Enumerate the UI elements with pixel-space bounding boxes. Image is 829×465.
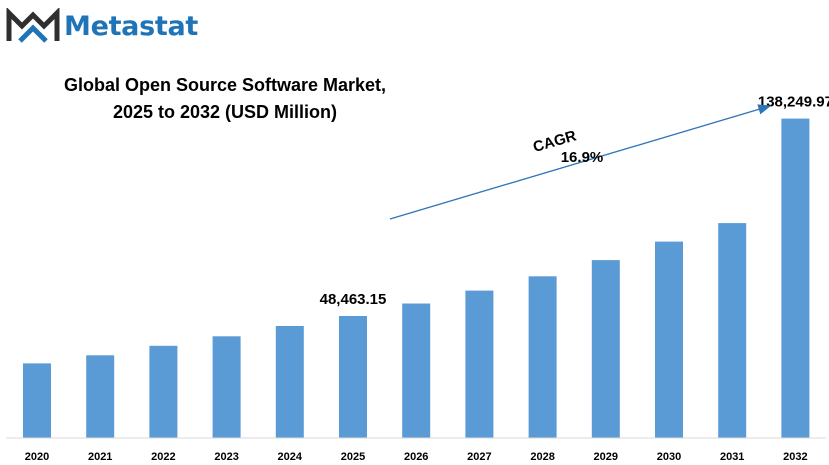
x-tick-label: 2022 — [151, 451, 175, 463]
x-tick-label: 2028 — [530, 451, 554, 463]
metastat-m-logo-icon — [6, 8, 60, 43]
bar-2020 — [23, 363, 51, 438]
bar-series — [23, 118, 810, 438]
bar-2029 — [591, 260, 620, 438]
bar-2030 — [655, 241, 683, 438]
x-tick-label: 2029 — [594, 451, 618, 463]
data-labels: 48,463.15 138,249.97 — [320, 94, 829, 308]
brand-name: Metastat — [64, 10, 199, 42]
x-tick-label: 2027 — [467, 451, 491, 463]
bar-2022 — [149, 345, 178, 438]
x-tick-label: 2030 — [657, 451, 681, 463]
data-label: 48,463.15 — [320, 291, 387, 308]
x-tick-label: 2023 — [214, 451, 238, 463]
data-label: 138,249.97 — [758, 94, 829, 111]
chart-title-line-2: 2025 to 2032 (USD Million) — [112, 102, 338, 122]
x-tick-label: 2031 — [720, 451, 744, 463]
x-tick-label: 2021 — [88, 451, 112, 463]
x-tick-labels: 2020 2021 2022 2023 2024 2025 2026 2027 2028 2029… — [25, 451, 808, 463]
chart-title-line-1: Global Open Source Software Market, — [63, 75, 387, 95]
x-tick-label: 2024 — [278, 451, 303, 463]
bar-2025 — [339, 316, 367, 438]
cagr-value: 16.9% — [561, 149, 604, 166]
bar-2028 — [528, 276, 557, 438]
x-tick-label: 2025 — [341, 451, 365, 463]
chart-title: Global Open Source Software Market, 2025… — [40, 72, 410, 126]
x-tick-label: 2020 — [25, 451, 49, 463]
bar-2023 — [212, 336, 241, 438]
cagr-arrow — [389, 104, 772, 220]
bar-2026 — [402, 303, 431, 438]
brand-logo: Metastat — [6, 6, 198, 46]
bar-2021 — [86, 355, 115, 438]
x-tick-label: 2026 — [404, 451, 428, 463]
x-tick-label: 2032 — [783, 451, 807, 463]
bar-2031 — [718, 223, 747, 438]
bar-2027 — [465, 290, 494, 438]
bar-2024 — [275, 326, 304, 438]
bar-2032 — [781, 118, 810, 438]
